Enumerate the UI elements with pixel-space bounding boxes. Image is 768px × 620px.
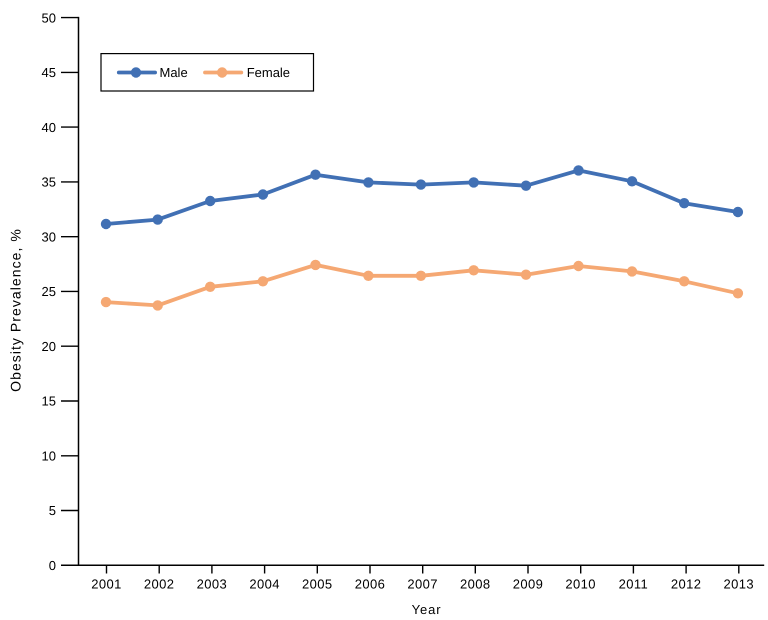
svg-text:45: 45 bbox=[42, 65, 56, 80]
svg-text:5: 5 bbox=[49, 503, 56, 518]
svg-text:2005: 2005 bbox=[302, 577, 333, 592]
svg-text:2006: 2006 bbox=[355, 577, 386, 592]
svg-text:Obesity Prevalence, %: Obesity Prevalence, % bbox=[7, 228, 23, 392]
svg-text:Male: Male bbox=[160, 65, 188, 80]
svg-text:2009: 2009 bbox=[513, 577, 544, 592]
svg-text:2007: 2007 bbox=[407, 577, 438, 592]
svg-text:2004: 2004 bbox=[249, 577, 280, 592]
svg-text:2010: 2010 bbox=[565, 577, 596, 592]
svg-text:30: 30 bbox=[42, 229, 56, 244]
svg-text:2013: 2013 bbox=[724, 577, 755, 592]
svg-text:25: 25 bbox=[42, 284, 56, 299]
svg-text:50: 50 bbox=[42, 10, 56, 25]
svg-text:2003: 2003 bbox=[197, 577, 228, 592]
svg-text:35: 35 bbox=[42, 175, 56, 190]
svg-text:2002: 2002 bbox=[144, 577, 175, 592]
svg-text:15: 15 bbox=[42, 394, 56, 409]
svg-text:2008: 2008 bbox=[460, 577, 491, 592]
svg-text:0: 0 bbox=[49, 558, 56, 573]
svg-text:2001: 2001 bbox=[91, 577, 122, 592]
svg-text:10: 10 bbox=[42, 449, 56, 464]
svg-text:Female: Female bbox=[247, 65, 290, 80]
svg-text:2011: 2011 bbox=[619, 577, 649, 592]
svg-text:Year: Year bbox=[412, 602, 442, 617]
svg-text:40: 40 bbox=[42, 120, 56, 135]
svg-text:2012: 2012 bbox=[671, 577, 702, 592]
svg-text:20: 20 bbox=[42, 339, 56, 354]
